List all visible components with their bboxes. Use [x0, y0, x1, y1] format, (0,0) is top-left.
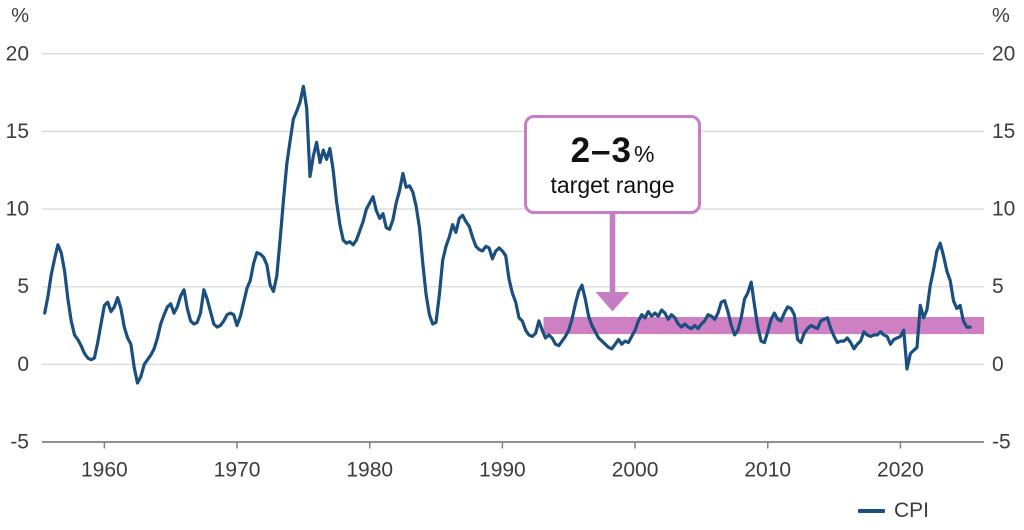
- target-band: [543, 316, 984, 335]
- callout-arrow-head: [595, 292, 630, 312]
- target-range-callout: 2–3 % target range: [524, 115, 701, 214]
- cpi-line: [43, 84, 972, 385]
- legend-cpi-label: CPI: [894, 499, 930, 522]
- target-range-caption: target range: [550, 171, 675, 198]
- y-tick-label-left: 0: [17, 353, 29, 376]
- x-tick-label: 2010: [744, 458, 791, 481]
- y-tick-label-right: 10: [992, 198, 1015, 221]
- target-range-unit: %: [633, 140, 655, 167]
- y-tick-label-right: 5: [992, 275, 1004, 298]
- callout-arrow-stem: [609, 212, 616, 294]
- y-tick-label-right: 0: [992, 353, 1004, 376]
- x-tick-label: 1980: [346, 458, 393, 481]
- x-tick-label: 1970: [214, 458, 261, 481]
- y-axis-unit-right: %: [992, 5, 1010, 27]
- x-tick-label: 1990: [479, 458, 526, 481]
- y-tick-label-right: 15: [992, 120, 1015, 143]
- y-tick-label-left: 5: [17, 275, 29, 298]
- x-tick-label: 2020: [877, 458, 924, 481]
- x-tick-label: 1960: [81, 458, 128, 481]
- y-tick-label-left: -5: [10, 431, 29, 454]
- target-range-value: 2–3: [570, 130, 632, 170]
- y-tick-label-left: 10: [6, 198, 29, 221]
- y-tick-label-right: -5: [992, 431, 1011, 454]
- y-tick-label-left: 20: [6, 42, 29, 65]
- target-range-value-row: 2–3 %: [571, 131, 655, 170]
- x-tick-label: 2000: [612, 458, 659, 481]
- y-axis-unit-left: %: [11, 5, 29, 27]
- cpi-line-swatch: [858, 509, 885, 513]
- y-tick-label-left: 15: [6, 120, 29, 143]
- y-tick-label-right: 20: [992, 42, 1015, 65]
- legend: CPI: [858, 499, 929, 523]
